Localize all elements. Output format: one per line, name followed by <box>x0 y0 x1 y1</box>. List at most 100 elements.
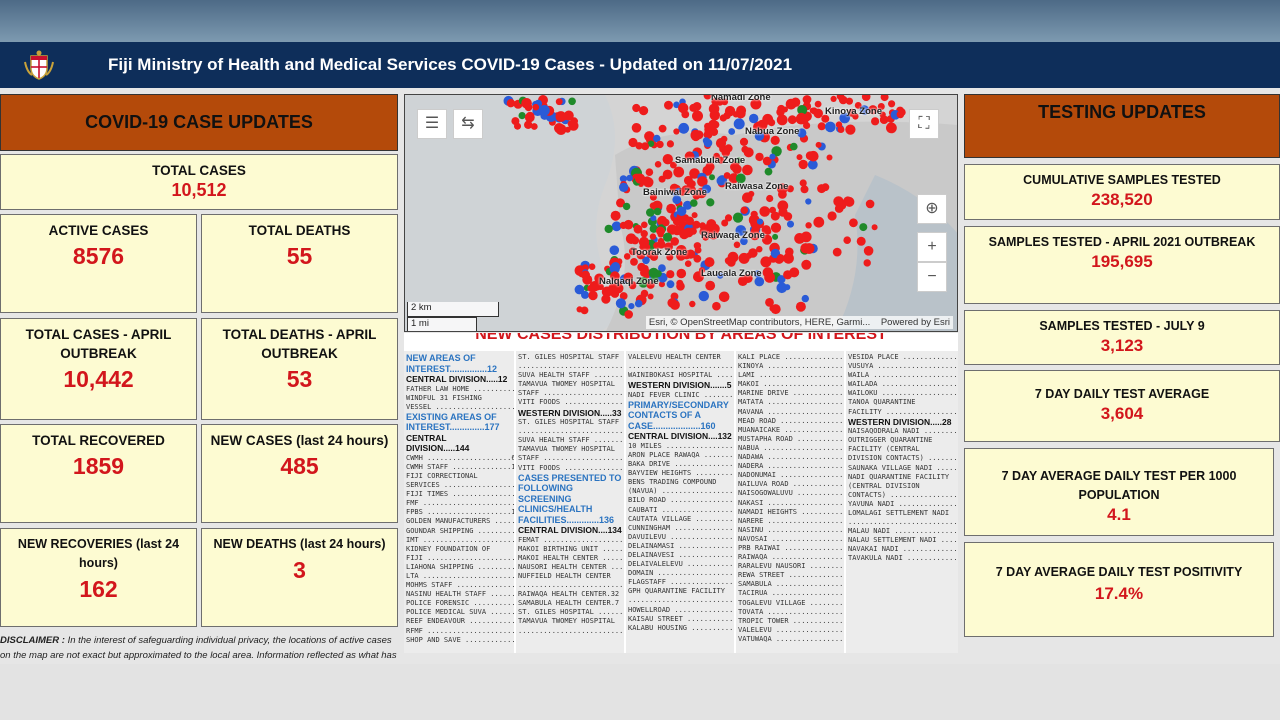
case-dot[interactable] <box>613 283 624 294</box>
case-dot[interactable] <box>698 267 706 274</box>
case-dot[interactable] <box>678 122 690 134</box>
case-dot[interactable] <box>622 202 631 211</box>
case-dot[interactable] <box>666 224 678 235</box>
case-dot[interactable] <box>581 270 590 280</box>
case-dot[interactable] <box>877 103 885 110</box>
case-dot[interactable] <box>673 128 680 135</box>
case-dot[interactable] <box>859 105 870 115</box>
case-dot[interactable] <box>776 254 785 263</box>
case-dot[interactable] <box>704 257 715 268</box>
case-dot[interactable] <box>670 161 677 169</box>
case-dot[interactable] <box>896 110 905 119</box>
zoom-in-button[interactable]: + <box>917 232 947 262</box>
case-dot[interactable] <box>733 118 745 130</box>
case-dot[interactable] <box>723 172 731 179</box>
case-dot[interactable] <box>798 159 808 170</box>
case-dot[interactable] <box>790 142 798 151</box>
case-dot[interactable] <box>735 173 746 184</box>
case-dot[interactable] <box>609 245 620 255</box>
case-dot[interactable] <box>658 281 665 288</box>
case-dot[interactable] <box>742 164 753 176</box>
case-dot[interactable] <box>649 233 657 240</box>
case-dot[interactable] <box>703 95 712 100</box>
case-dot[interactable] <box>666 140 674 148</box>
fullscreen-button[interactable]: ⛶ <box>909 109 939 139</box>
case-dot[interactable] <box>561 113 569 121</box>
case-dot[interactable] <box>762 113 774 125</box>
case-dot[interactable] <box>801 259 812 270</box>
case-dot[interactable] <box>666 203 676 214</box>
case-dot[interactable] <box>787 220 794 228</box>
case-dot[interactable] <box>803 121 811 130</box>
case-dot[interactable] <box>681 185 691 195</box>
case-dot[interactable] <box>749 229 760 241</box>
case-dot[interactable] <box>717 156 725 164</box>
case-dot[interactable] <box>750 98 762 110</box>
case-dot[interactable] <box>786 185 794 193</box>
case-dot[interactable] <box>637 262 646 272</box>
case-dot[interactable] <box>581 290 589 299</box>
case-dot[interactable] <box>656 140 664 149</box>
case-dot[interactable] <box>845 124 856 135</box>
case-dot[interactable] <box>639 106 649 116</box>
case-dot[interactable] <box>693 254 702 263</box>
case-dot[interactable] <box>800 185 809 194</box>
case-dot[interactable] <box>689 168 700 179</box>
case-dot[interactable] <box>724 214 733 222</box>
case-dot[interactable] <box>647 140 655 147</box>
case-dot[interactable] <box>817 122 826 131</box>
case-dot[interactable] <box>717 272 724 279</box>
case-dot[interactable] <box>776 107 785 117</box>
case-dot[interactable] <box>765 298 774 307</box>
case-dot[interactable] <box>716 176 726 186</box>
case-dot[interactable] <box>712 301 721 311</box>
case-dot[interactable] <box>636 251 646 260</box>
case-dot[interactable] <box>721 148 731 157</box>
case-dot[interactable] <box>849 218 858 228</box>
case-dot[interactable] <box>715 97 724 106</box>
locate-button[interactable]: ⊕ <box>917 194 947 224</box>
case-dot[interactable] <box>686 180 694 188</box>
case-dot[interactable] <box>666 280 675 289</box>
case-dot[interactable] <box>670 300 680 310</box>
case-dot[interactable] <box>771 146 782 157</box>
case-dot[interactable] <box>694 246 702 254</box>
case-dot[interactable] <box>706 198 715 207</box>
case-dot[interactable] <box>743 147 754 158</box>
case-dot[interactable] <box>676 268 687 279</box>
case-dot[interactable] <box>664 242 673 252</box>
case-dot[interactable] <box>732 164 742 174</box>
case-map[interactable]: ☰ ⇆ ⛶ ⊕ + − Namadi Zone Kinoya Zone Nabu… <box>404 94 958 332</box>
case-dot[interactable] <box>735 108 746 119</box>
case-dot[interactable] <box>609 263 620 274</box>
case-dot[interactable] <box>532 103 540 111</box>
case-dot[interactable] <box>821 183 830 192</box>
case-dot[interactable] <box>809 107 816 114</box>
case-dot[interactable] <box>827 211 837 221</box>
case-dot[interactable] <box>776 282 788 294</box>
case-dot[interactable] <box>830 95 837 102</box>
case-dot[interactable] <box>678 102 689 114</box>
case-dot[interactable] <box>635 142 643 150</box>
case-dot[interactable] <box>645 168 654 176</box>
case-dot[interactable] <box>633 224 643 234</box>
case-dot[interactable] <box>843 236 851 244</box>
case-dot[interactable] <box>658 175 666 183</box>
case-dot[interactable] <box>554 123 565 134</box>
case-dot[interactable] <box>702 184 712 194</box>
case-dot[interactable] <box>868 105 878 115</box>
case-dot[interactable] <box>690 199 698 207</box>
measure-button[interactable]: ⇆ <box>453 109 483 139</box>
case-dot[interactable] <box>764 167 773 176</box>
case-dot[interactable] <box>576 306 583 313</box>
case-dot[interactable] <box>888 100 896 108</box>
case-dot[interactable] <box>797 128 807 138</box>
case-dot[interactable] <box>803 243 815 254</box>
case-dot[interactable] <box>871 224 878 231</box>
case-dot[interactable] <box>629 247 637 256</box>
case-dot[interactable] <box>756 218 764 225</box>
case-dot[interactable] <box>742 192 753 203</box>
case-dot[interactable] <box>720 135 728 143</box>
case-dot[interactable] <box>634 299 643 308</box>
case-dot[interactable] <box>699 227 708 237</box>
